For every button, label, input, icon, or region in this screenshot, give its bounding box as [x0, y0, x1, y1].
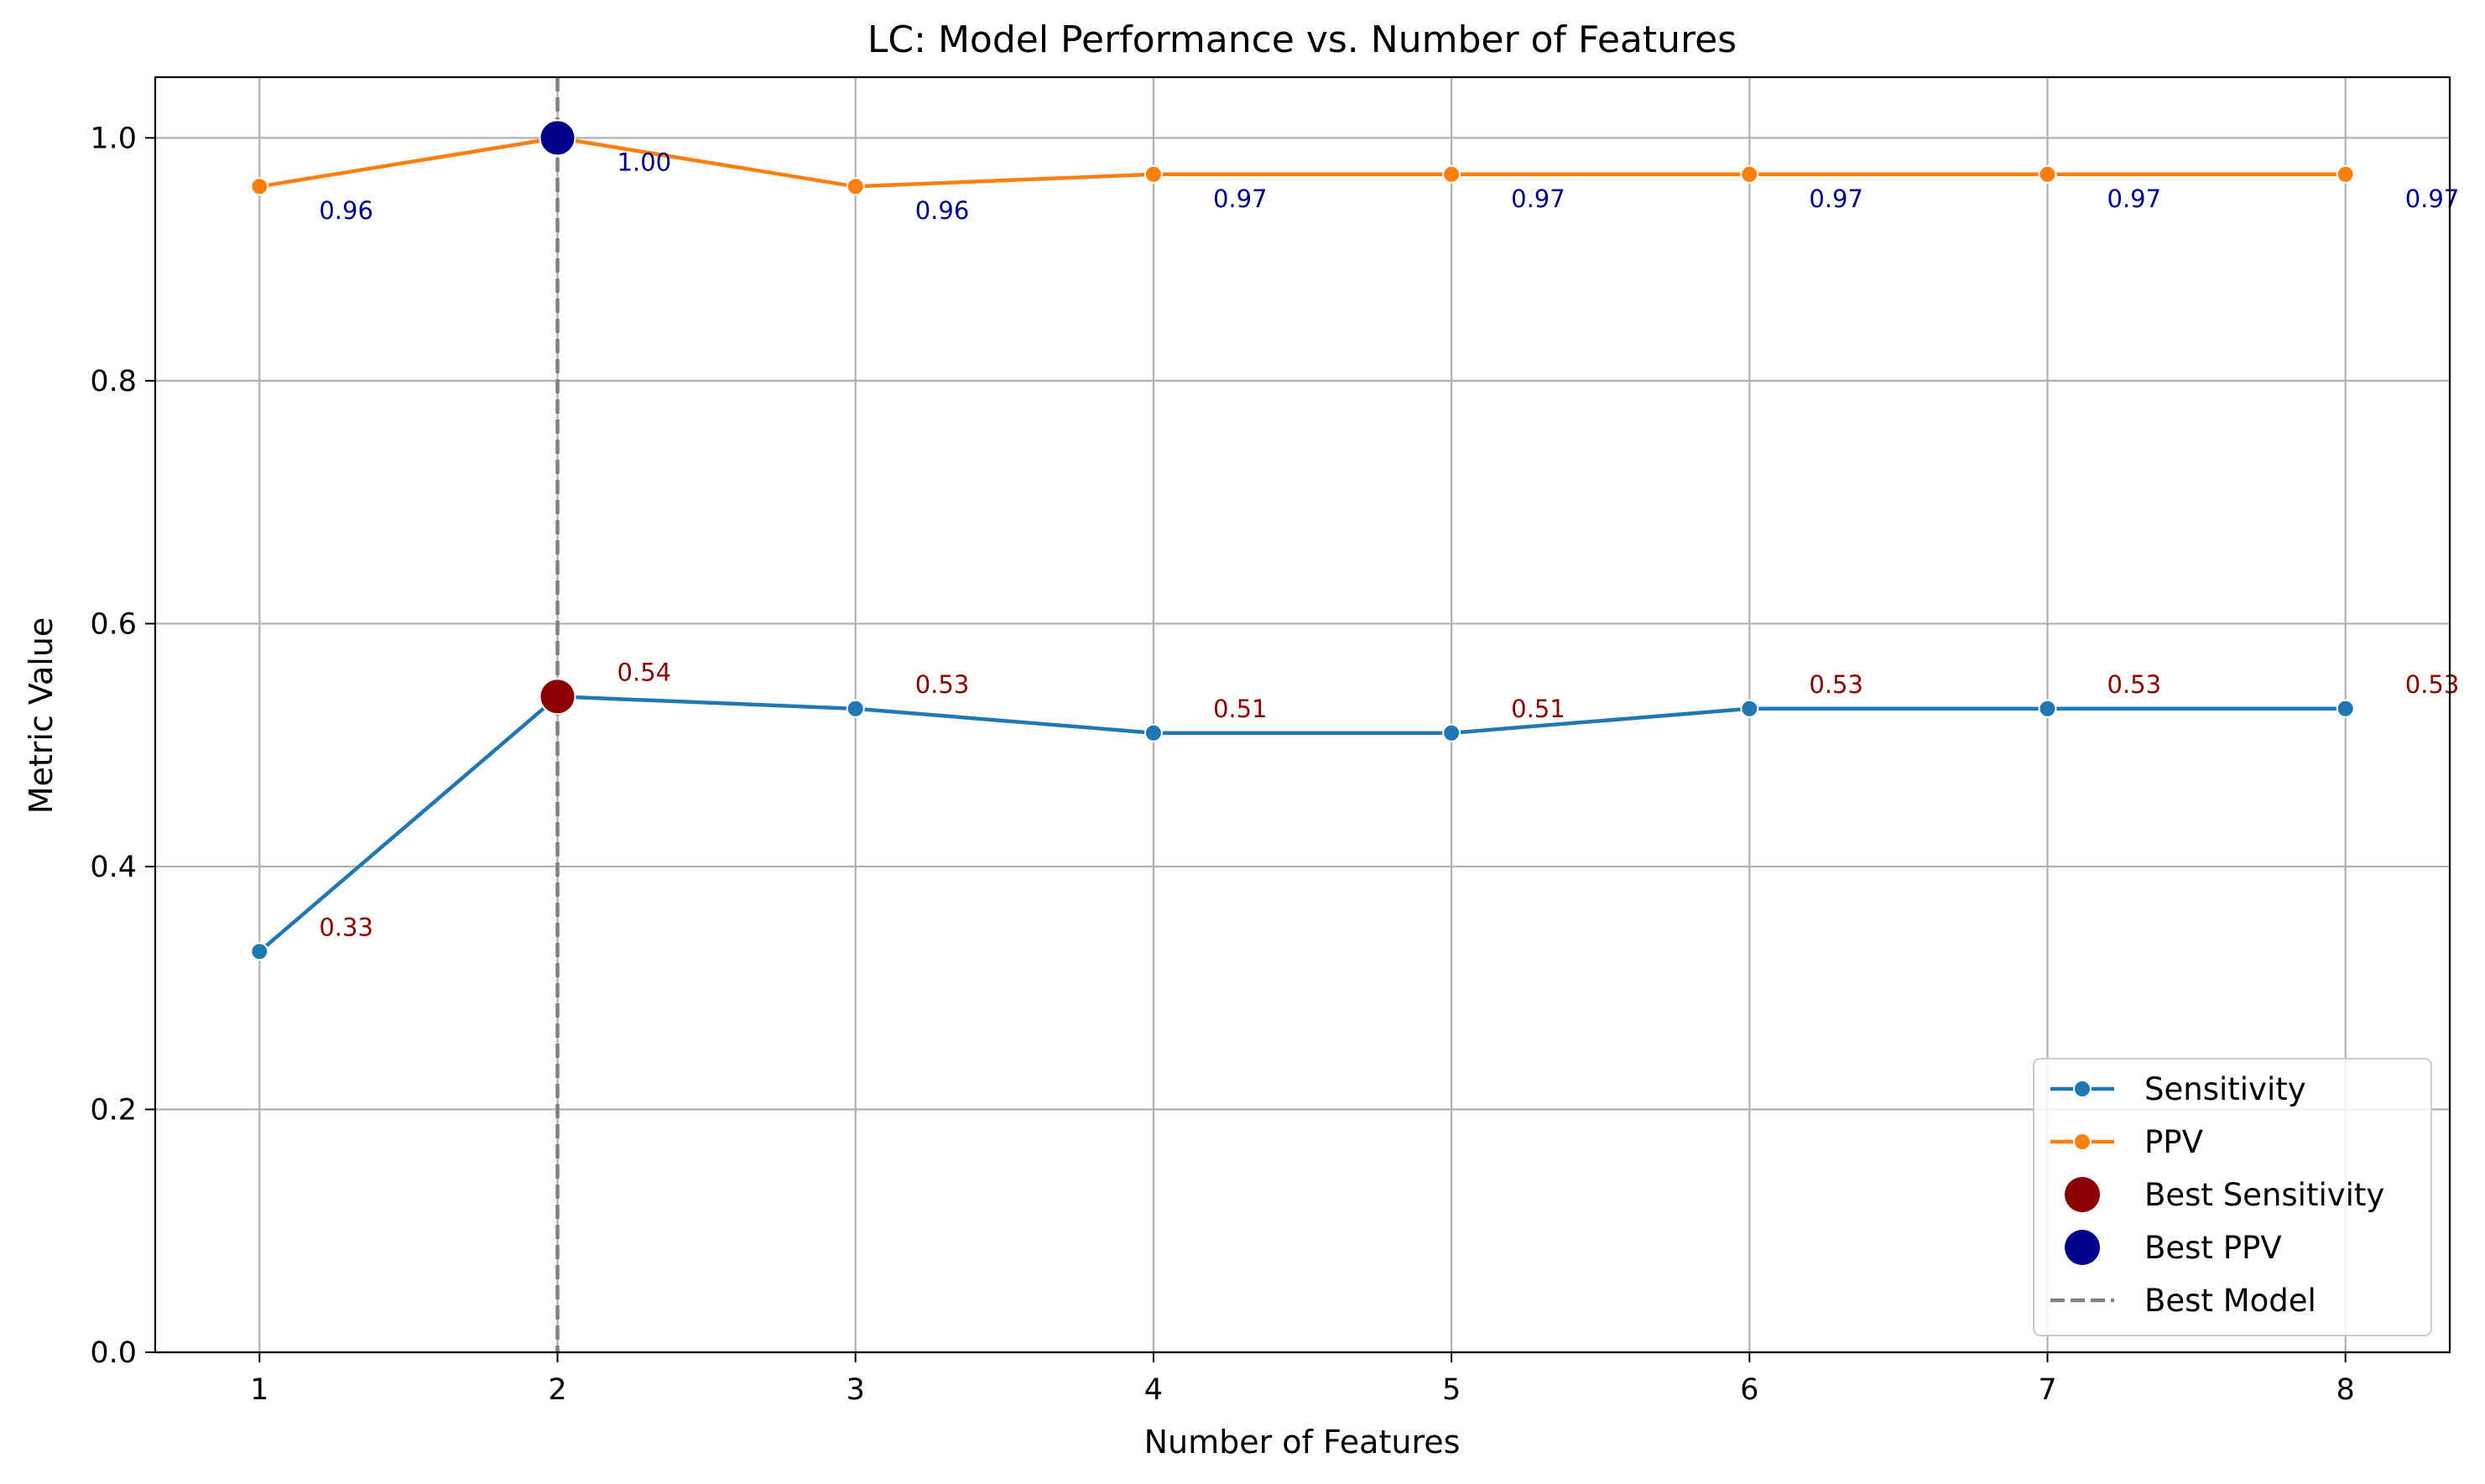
point-ppv-8 [2336, 164, 2355, 184]
series-line-ppv [258, 136, 2346, 189]
legend-label-best-sensitivity: Best Sensitivity [2144, 1177, 2384, 1213]
x-tick-label-4: 4 [1144, 1373, 1163, 1407]
point-sensitivity-3 [846, 699, 865, 718]
x-tick-label-8: 8 [2337, 1373, 2355, 1407]
legend-swatch-marker-best-ppv [2065, 1230, 2100, 1265]
data-label-ppv-3: 0.96 [915, 196, 970, 225]
legend-label-ppv: PPV [2144, 1124, 2203, 1160]
x-axis-label: Number of Features [1144, 1424, 1461, 1461]
y-axis-label: Metric Value [23, 617, 60, 815]
series-line-sensitivity [258, 695, 2346, 954]
data-label-sensitivity-8: 0.53 [2405, 670, 2460, 699]
axes-frame [154, 76, 2451, 1354]
data-label-ppv-7: 0.97 [2107, 185, 2162, 213]
data-label-ppv-1: 0.96 [319, 196, 373, 225]
data-label-sensitivity-7: 0.53 [2107, 670, 2162, 699]
point-sensitivity-5 [1442, 723, 1461, 742]
y-tick-label-2: 0.4 [90, 851, 137, 884]
x-tick-label-1: 1 [250, 1373, 268, 1407]
y-tick-label-3: 0.6 [90, 607, 137, 641]
legend-label-best-model: Best Model [2144, 1283, 2316, 1319]
data-label-ppv-2: 1.00 [617, 148, 672, 176]
point-sensitivity-6 [1740, 699, 1759, 718]
legend-swatch-marker-ppv [2073, 1133, 2092, 1151]
y-tick-label-1: 0.2 [90, 1093, 137, 1127]
point-ppv-5 [1442, 164, 1461, 184]
x-tick-label-2: 2 [548, 1373, 566, 1407]
point-sensitivity-8 [2336, 699, 2355, 718]
x-tick-label-7: 7 [2038, 1373, 2056, 1407]
point-ppv-7 [2038, 164, 2057, 184]
legend-swatch-marker-best-sensitivity [2065, 1177, 2100, 1212]
y-tick-label-5: 1.0 [90, 122, 137, 155]
data-label-sensitivity-6: 0.53 [1809, 670, 1863, 699]
data-labels: 0.33 0.54 0.53 0.51 0.51 0.53 0.53 0.53 0.96 1.00… [319, 148, 2459, 941]
y-tick-label-0: 0.0 [90, 1336, 137, 1370]
legend-label-sensitivity: Sensitivity [2144, 1071, 2306, 1107]
x-tick-label-3: 3 [847, 1373, 865, 1407]
data-label-ppv-8: 0.97 [2405, 185, 2460, 213]
data-label-sensitivity-2: 0.54 [617, 658, 672, 686]
legend: Sensitivity PPV Best Sensitivity Best PPV Be… [2033, 1058, 2432, 1336]
point-sensitivity-4 [1144, 723, 1163, 742]
data-label-sensitivity-1: 0.33 [319, 913, 373, 941]
point-sensitivity-1 [250, 942, 269, 961]
legend-label-best-ppv: Best PPV [2144, 1230, 2282, 1266]
point-ppv-1 [250, 177, 269, 196]
best-markers [539, 119, 576, 716]
point-sensitivity-7 [2038, 699, 2057, 718]
x-tick-label-6: 6 [1740, 1373, 1758, 1407]
axis-ticks: 1 2 3 4 5 6 7 8 0.0 0.2 0.4 0.6 0.8 1.0 [90, 122, 2354, 1407]
data-label-sensitivity-3: 0.53 [915, 670, 970, 699]
marker-best-ppv [539, 119, 576, 157]
point-ppv-6 [1740, 164, 1759, 184]
data-label-sensitivity-5: 0.51 [1511, 695, 1565, 723]
data-label-ppv-6: 0.97 [1809, 185, 1863, 213]
data-label-ppv-4: 0.97 [1213, 185, 1268, 213]
point-ppv-4 [1144, 164, 1163, 184]
legend-box [2033, 1058, 2432, 1336]
marker-best-sensitivity [539, 678, 576, 716]
data-label-ppv-5: 0.97 [1511, 185, 1565, 213]
x-tick-label-5: 5 [1442, 1373, 1461, 1407]
chart-title: LC: Model Performance vs. Number of Feat… [867, 18, 1737, 61]
data-label-sensitivity-4: 0.51 [1213, 695, 1268, 723]
point-ppv-3 [846, 177, 865, 196]
legend-swatch-marker-sensitivity [2073, 1080, 2092, 1098]
y-tick-label-4: 0.8 [90, 365, 137, 398]
